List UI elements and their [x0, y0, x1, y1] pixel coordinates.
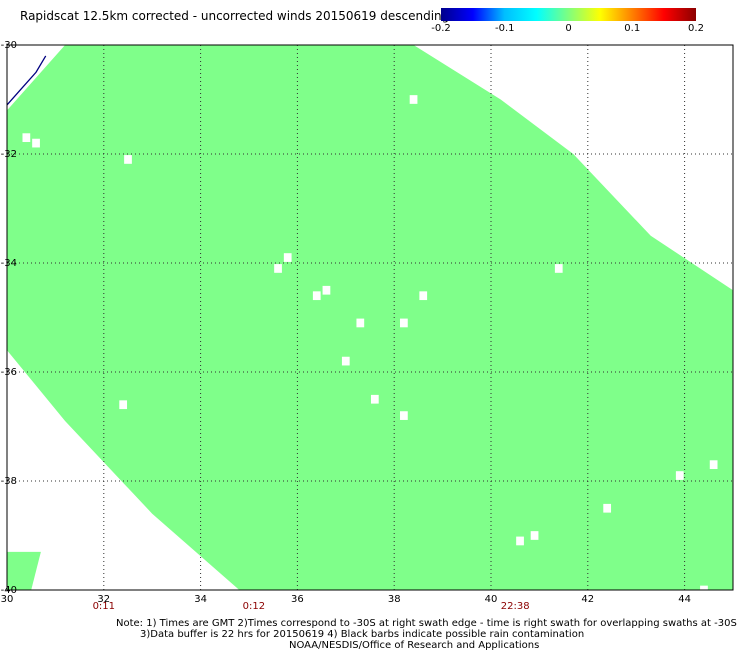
- x-tick-label: 36: [291, 594, 304, 605]
- y-tick-label: -38: [1, 476, 17, 487]
- time-labels: 0:11 0:12 22:38: [93, 601, 530, 612]
- missing-cell: [312, 291, 321, 301]
- colorbar-ticks: -0.2 -0.1 0 0.1 0.2: [431, 23, 704, 34]
- colorbar-tick-label: -0.2: [431, 23, 451, 34]
- y-tick-labels: -30 -32 -34 -36 -38 -40: [1, 40, 17, 596]
- y-tick-label: -40: [1, 585, 17, 596]
- missing-cell: [530, 531, 539, 540]
- missing-cell: [675, 471, 684, 480]
- note-line-2: 3)Data buffer is 22 hrs for 20150619 4) …: [140, 629, 584, 640]
- second-swath-coverage: [7, 551, 41, 590]
- plot-frame: [6, 44, 734, 591]
- time-label: 0:11: [93, 601, 115, 612]
- missing-cell: [370, 394, 379, 404]
- missing-cell: [554, 264, 563, 273]
- coastline: [6, 55, 47, 106]
- missing-cell: [709, 460, 718, 470]
- missing-cell: [274, 264, 282, 273]
- colorbar-tick-label: 0.2: [688, 23, 704, 34]
- y-tick-label: -34: [1, 258, 17, 269]
- missing-cell: [603, 503, 612, 513]
- missing-cell: [119, 400, 128, 410]
- x-tick-label: 42: [581, 594, 594, 605]
- y-tick-label: -32: [1, 149, 17, 160]
- missing-cell: [400, 411, 408, 420]
- grid-lines: [7, 45, 733, 590]
- colorbar-tick-label: 0.1: [624, 23, 640, 34]
- x-tick-label: 38: [388, 594, 401, 605]
- note-line-3: NOAA/NESDIS/Office of Research and Appli…: [289, 640, 539, 650]
- colorbar-tick-label: 0: [565, 23, 571, 34]
- missing-cell: [322, 285, 331, 295]
- x-tick-labels: 30 32 34 36 38 40 42 44: [1, 594, 691, 605]
- colorbar-tick-label: -0.1: [495, 23, 515, 34]
- missing-cell: [32, 138, 40, 148]
- x-tick-label: 30: [1, 594, 14, 605]
- x-tick-label: 32: [97, 594, 110, 605]
- missing-cell: [283, 253, 292, 262]
- note-line-1: Note: 1) Times are GMT 2)Times correspon…: [116, 618, 737, 629]
- missing-cell: [419, 291, 428, 301]
- time-label: 0:12: [243, 601, 265, 612]
- y-tick-label: -36: [1, 367, 17, 378]
- missing-cell: [400, 318, 408, 328]
- swath-coverage: [7, 45, 733, 590]
- x-tick-label: 40: [485, 594, 498, 605]
- chart-title: Rapidscat 12.5km corrected - uncorrected…: [20, 9, 449, 23]
- missing-cell: [124, 155, 132, 164]
- time-label: 22:38: [501, 601, 530, 612]
- missing-cell: [356, 318, 365, 328]
- plot-area: [6, 44, 734, 595]
- colorbar: [441, 8, 696, 21]
- missing-cell: [516, 536, 524, 546]
- missing-cell: [409, 95, 418, 104]
- x-tick-label: 44: [678, 594, 691, 605]
- x-tick-label: 34: [194, 594, 207, 605]
- y-tick-label: -30: [1, 40, 17, 51]
- missing-cell: [341, 356, 350, 366]
- missing-cell: [22, 133, 31, 143]
